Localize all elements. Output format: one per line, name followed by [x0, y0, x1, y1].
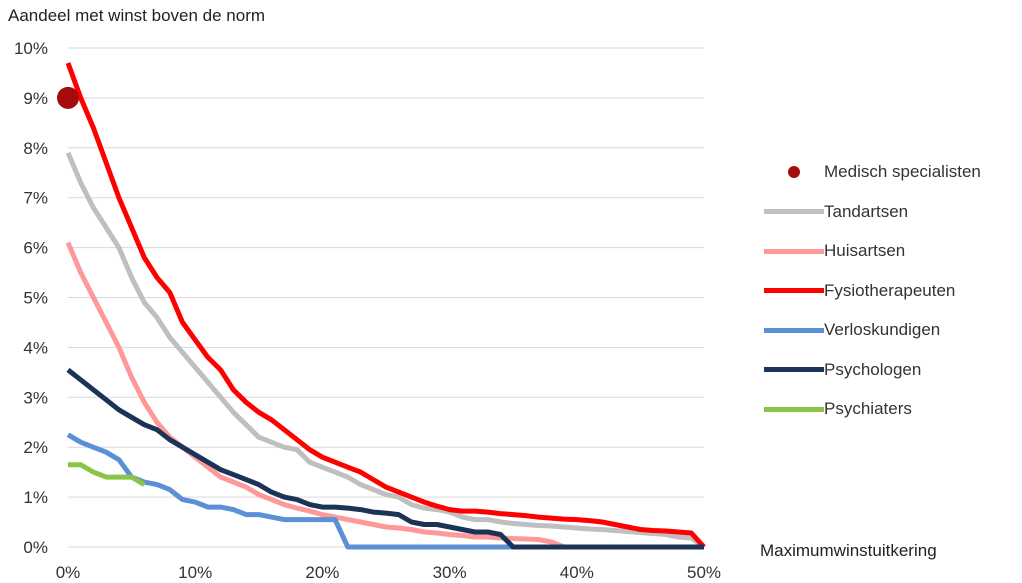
legend-marker-line [764, 406, 824, 412]
series-line-psychiaters [68, 462, 146, 487]
x-tick-labels: 0% 10% 20% 30% 40% 50% [56, 563, 721, 582]
y-tick-label: 1% [23, 488, 48, 507]
legend-marker-line [764, 288, 824, 293]
series-line-verloskundigen [66, 432, 704, 550]
x-axis-label: Maximumwinstuitkering [760, 541, 937, 560]
legend-label: Verloskundigen [824, 320, 941, 339]
legend-item-fysiotherapeuten: Fysiotherapeuten [764, 279, 955, 303]
series-lines [65, 62, 706, 550]
y-tick-label: 2% [23, 438, 48, 457]
legend-item-verloskundigen: Verloskundigen [764, 318, 940, 342]
y-tick-label: 8% [23, 139, 48, 158]
series-line-tandartsen [65, 151, 706, 550]
series-points [57, 86, 79, 109]
legend-marker-line [764, 367, 824, 372]
y-tick-labels: 0% 1% 2% 3% 4% 5% 6% 7% 8% 9% 10% [14, 39, 48, 557]
y-axis-label: Aandeel met winst boven de norm [8, 6, 266, 25]
legend-marker-dot [764, 160, 824, 184]
series-line-huisartsen [65, 241, 566, 550]
legend-label: Fysiotherapeuten [824, 280, 956, 300]
legend-label: Psychologen [824, 359, 922, 379]
y-tick-label: 0% [23, 538, 48, 557]
series-line-psychologen [66, 367, 704, 550]
y-tick-label: 10% [14, 39, 48, 58]
y-tick-label: 3% [23, 388, 48, 407]
legend-item-psychiaters: Psychiaters [764, 397, 912, 421]
y-tick-label: 7% [23, 189, 48, 208]
y-tick-label: 5% [23, 289, 48, 308]
legend-marker-line [764, 327, 824, 333]
x-tick-label: 10% [178, 563, 212, 582]
x-tick-label: 20% [305, 563, 339, 582]
legend-label: Huisartsen [824, 241, 906, 260]
x-tick-label: 40% [560, 563, 594, 582]
grid-lines [68, 47, 704, 548]
legend-marker-dot-shape [788, 166, 800, 178]
x-tick-label: 50% [687, 563, 721, 582]
y-tick-label: 9% [23, 89, 48, 108]
x-tick-label: 0% [56, 563, 81, 582]
legend-item-tandartsen: Tandartsen [764, 200, 908, 224]
legend-item-psychologen: Psychologen [764, 358, 921, 382]
legend-item-huisartsen: Huisartsen [764, 239, 905, 263]
legend-marker-line [764, 248, 824, 254]
legend-label: Tandartsen [824, 201, 909, 221]
legend-item-medisch-specialisten: Medisch specialisten [764, 160, 981, 184]
legend-label: Medisch specialisten [824, 162, 981, 181]
x-tick-label: 30% [433, 563, 467, 582]
y-tick-label: 4% [23, 338, 48, 357]
series-line-fysiotherapeuten [65, 62, 706, 549]
data-point-medisch-specialisten [57, 86, 79, 109]
legend-marker-line [764, 209, 824, 214]
legend-label: Psychiaters [824, 399, 912, 418]
y-tick-label: 6% [23, 239, 48, 258]
